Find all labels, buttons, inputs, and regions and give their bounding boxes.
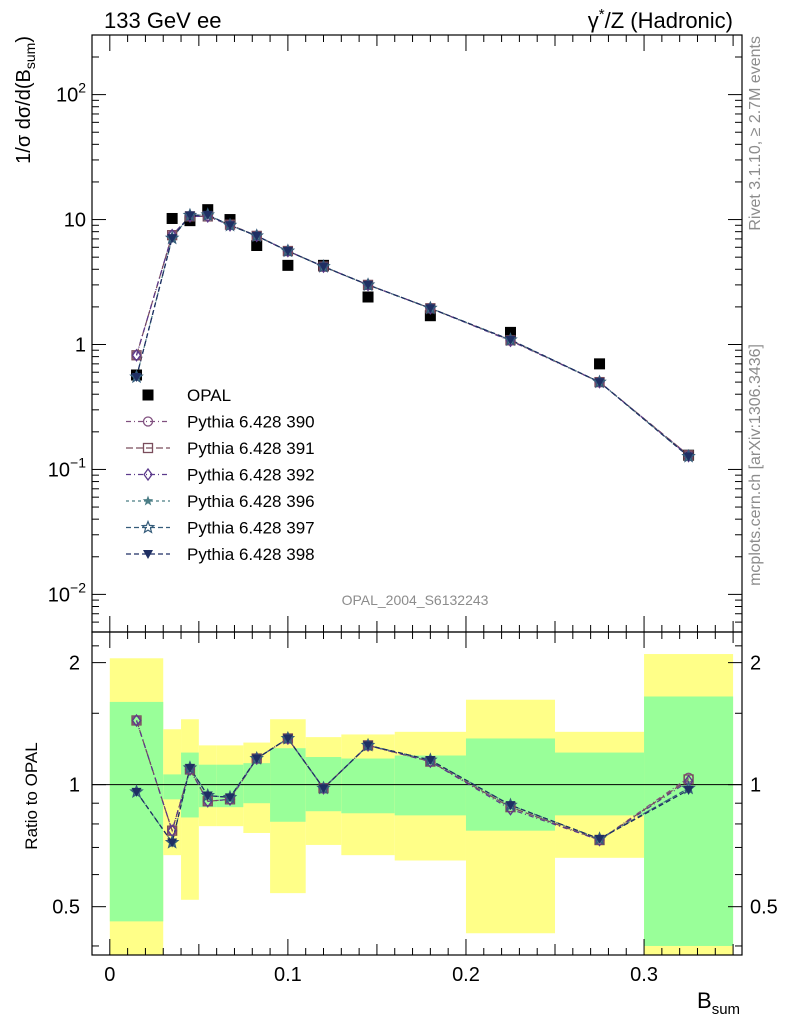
- ratio-point-s398: [131, 787, 142, 797]
- ratio-point-s398: [202, 791, 213, 801]
- legend-marker-s397: [140, 519, 156, 534]
- point-data: [166, 212, 178, 224]
- point-s398: [167, 234, 178, 244]
- point-s398: [425, 304, 436, 314]
- ratio-ytick-label-right: 0.5: [750, 897, 778, 919]
- main-ytick-label: 10: [64, 210, 86, 232]
- ratio-point-s398: [594, 834, 605, 844]
- point-data: [282, 259, 294, 271]
- ratio-point-s398: [225, 793, 236, 803]
- point-s398: [225, 221, 236, 231]
- point-s398: [505, 335, 516, 345]
- legend: OPAL Pythia 6.428 390 Pythia 6.428 391 Pyth…: [126, 386, 315, 564]
- point-s398: [184, 211, 195, 221]
- band-inner: [243, 763, 271, 804]
- xtick-label: 0.2: [452, 964, 480, 986]
- ratio-ytick-label-right: 2: [750, 653, 761, 675]
- band-inner: [644, 696, 734, 946]
- ratio-point-s398: [363, 741, 374, 751]
- main-ytick-label: 1: [75, 335, 86, 357]
- axes: 10−2 10−1 1 10 102 0.5 0.5 1 1 2 2 0 0.1 0.2 0.3: [48, 34, 778, 986]
- legend-marker-s391: [142, 442, 154, 454]
- analysis-id-label: OPAL_2004_S6132243: [342, 592, 489, 608]
- xtick-label: 0.3: [630, 964, 658, 986]
- legend-marker-s396: [142, 495, 154, 506]
- point-s398: [251, 231, 262, 241]
- rivet-version-label: Rivet 3.1.10, ≥ 2.7M events: [747, 36, 764, 231]
- point-data: [594, 358, 606, 370]
- point-s398: [202, 210, 213, 220]
- legend-label-data: OPAL: [187, 386, 231, 405]
- ratio-frame: [91, 631, 743, 956]
- point-data: [362, 291, 374, 303]
- main-ylabel: 1/σ dσ/d(Bsum): [13, 36, 38, 164]
- legend-marker-data: [142, 389, 154, 401]
- xtick-label: 0: [104, 964, 115, 986]
- legend-marker-s390: [142, 416, 154, 427]
- ratio-point-s398: [683, 786, 694, 796]
- band-inner: [555, 752, 645, 816]
- legend-label-s396: Pythia 6.428 396: [187, 492, 315, 511]
- ratio-point-s398: [318, 784, 329, 794]
- ratio-ytick-label-left: 2: [69, 653, 80, 675]
- point-data: [251, 239, 263, 251]
- point-s398: [282, 247, 293, 257]
- ratio-ytick-label-right: 1: [750, 775, 761, 797]
- header-left-label: 133 GeV ee: [104, 8, 221, 33]
- legend-marker-s392: [143, 467, 153, 482]
- legend-label-s397: Pythia 6.428 397: [187, 519, 315, 538]
- main-ytick-label: 10−2: [48, 579, 86, 606]
- point-s392: [131, 348, 142, 362]
- main-ytick-label: 102: [56, 80, 86, 107]
- band-inner: [163, 774, 182, 800]
- ratio-point-s398: [425, 756, 436, 766]
- point-s398: [318, 262, 329, 272]
- point-s398: [131, 372, 142, 382]
- point-s398: [594, 378, 605, 388]
- point-data: [424, 310, 436, 322]
- main-ytick-label: 10−1: [48, 454, 86, 481]
- band-inner: [109, 701, 164, 922]
- series-markers: [129, 204, 696, 849]
- legend-label-s392: Pythia 6.428 392: [187, 466, 315, 485]
- point-s398: [363, 280, 374, 290]
- ratio-point-s398: [251, 754, 262, 764]
- header-right-label: γ*/Z (Hadronic): [588, 6, 733, 33]
- point-s398: [683, 452, 694, 462]
- band-inner: [341, 758, 395, 814]
- mcplots-label: mcplots.cern.ch [arXiv:1306.3436]: [747, 344, 764, 586]
- ratio-point-s398: [282, 734, 293, 744]
- ratio-point-s398: [167, 838, 178, 848]
- legend-label-s398: Pythia 6.428 398: [187, 545, 315, 564]
- legend-label-s390: Pythia 6.428 390: [187, 413, 315, 432]
- ratio-ylabel: Ratio to OPAL: [22, 742, 41, 849]
- ratio-point-s398: [184, 763, 195, 773]
- xtick-label: 0.1: [274, 964, 302, 986]
- legend-label-s391: Pythia 6.428 391: [187, 439, 315, 458]
- ratio-point-s398: [505, 801, 516, 811]
- legend-marker-s398: [143, 550, 153, 559]
- x-axis-label: Bsum: [697, 988, 740, 1018]
- ratio-point-s392: [131, 713, 142, 728]
- ratio-ytick-label-left: 0.5: [52, 897, 80, 919]
- ratio-ytick-label-left: 1: [69, 775, 80, 797]
